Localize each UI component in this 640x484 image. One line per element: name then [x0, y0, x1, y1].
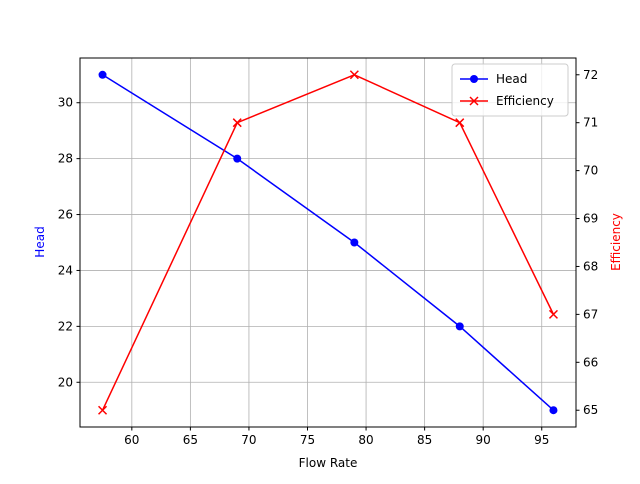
- point: [548, 309, 558, 319]
- legend-marker: [470, 75, 478, 83]
- y-tick-label: 22: [58, 319, 73, 333]
- point: [98, 70, 107, 79]
- x-tick-label: 95: [534, 433, 549, 447]
- y2-tick-label: 70: [583, 164, 598, 178]
- legend-marker: [469, 96, 479, 106]
- y2-tick-label: 67: [583, 307, 598, 321]
- y2-tick-label: 65: [583, 403, 598, 417]
- point: [349, 70, 359, 80]
- y-axis-label: Head: [33, 226, 47, 257]
- y2-tick-label: 71: [583, 116, 598, 130]
- x-tick-label: 90: [476, 433, 491, 447]
- legend-label: Head: [496, 72, 527, 86]
- y2-tick-label: 68: [583, 259, 598, 273]
- y-tick-label: 26: [58, 208, 73, 222]
- x-axis-label: Flow Rate: [299, 456, 358, 470]
- x-tick-label: 80: [358, 433, 373, 447]
- x-tick-label: 60: [124, 433, 139, 447]
- legend-label: Efficiency: [496, 94, 554, 108]
- x-tick-label: 85: [417, 433, 432, 447]
- plot-frame: [79, 57, 577, 428]
- x-tick-label: 70: [241, 433, 256, 447]
- y2-axis-label: Efficiency: [609, 213, 623, 271]
- point: [549, 406, 558, 415]
- y2-tick-label: 69: [583, 212, 598, 226]
- legend-box: [451, 63, 569, 117]
- y2-tick-label: 72: [583, 68, 598, 82]
- point: [455, 118, 465, 128]
- point: [98, 405, 108, 415]
- x-tick-label: 75: [300, 433, 315, 447]
- point: [233, 154, 242, 163]
- point: [455, 322, 464, 331]
- y-tick-label: 30: [58, 96, 73, 110]
- x-tick-label: 65: [183, 433, 198, 447]
- y-tick-label: 20: [58, 375, 73, 389]
- y-tick-label: 28: [58, 152, 73, 166]
- y2-tick-label: 66: [583, 355, 598, 369]
- y-tick-label: 24: [58, 263, 73, 277]
- point: [350, 238, 359, 247]
- point: [232, 118, 242, 128]
